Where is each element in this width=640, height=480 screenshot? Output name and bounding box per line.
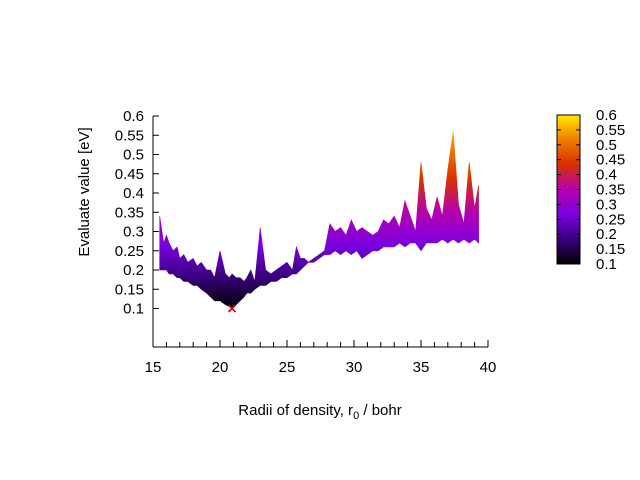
x-axis-label-subscript: 0	[353, 410, 359, 422]
x-tick-label: 15	[145, 359, 162, 376]
colorbar-tick-label: 0.45	[596, 152, 625, 169]
x-tick-label: 20	[212, 359, 229, 376]
y-tick-label: 0.55	[115, 127, 144, 144]
colorbar-tick-label: 0.35	[596, 182, 625, 199]
x-axis-label-main: Radii of density, r	[238, 402, 353, 419]
colorbar-tick-label: 0.55	[596, 122, 625, 139]
colorbar-tick-label: 0.6	[596, 107, 617, 124]
y-axis-label: Evaluate value [eV]	[76, 127, 93, 256]
y-tick-label: 0.2	[123, 262, 144, 279]
minimum-marker	[227, 304, 237, 313]
x-tick-label: 35	[413, 359, 430, 376]
y-tick-label: 0.15	[115, 281, 144, 298]
y-tick-label: 0.6	[123, 108, 144, 125]
x-tick-label: 40	[480, 359, 497, 376]
x-tick-label: 25	[279, 359, 296, 376]
colorbar-tick-label: 0.1	[596, 256, 617, 273]
y-tick-label: 0.3	[123, 224, 144, 241]
y-tick-label: 0.1	[123, 301, 144, 318]
minimum-marker-stroke	[227, 304, 237, 313]
y-tick-label: 0.5	[123, 147, 144, 164]
colorbar: 0.10.150.20.250.30.350.40.450.50.550.6	[556, 107, 625, 273]
x-axis-label-unit: / bohr	[359, 402, 402, 419]
data-surface	[159, 131, 479, 309]
y-tick-label: 0.25	[115, 243, 144, 260]
colorbar-tick-label: 0.15	[596, 241, 625, 258]
y-tick-label: 0.45	[115, 166, 144, 183]
colorbar-tick-label: 0.3	[596, 196, 617, 213]
colorbar-tick-label: 0.25	[596, 211, 625, 228]
x-axis-ticks: 15 20 25 30 35 40	[145, 340, 497, 376]
y-axis-ticks: 0.1 0.15 0.2 0.25 0.3 0.35 0.4 0.45 0.5 0.55 0.6	[115, 108, 159, 318]
colorbar-tick-label: 0.2	[596, 226, 617, 243]
colorbar-tick-label: 0.5	[596, 137, 617, 154]
y-tick-label: 0.35	[115, 204, 144, 221]
colorbar-ticks: 0.10.150.20.250.30.350.40.450.50.550.6	[557, 107, 625, 273]
x-tick-label: 30	[346, 359, 363, 376]
colorbar-tick-label: 0.4	[596, 167, 617, 184]
surface-area	[159, 131, 479, 309]
y-tick-label: 0.4	[123, 185, 144, 202]
x-axis-label: Radii of density, r0 / bohr	[238, 402, 401, 422]
